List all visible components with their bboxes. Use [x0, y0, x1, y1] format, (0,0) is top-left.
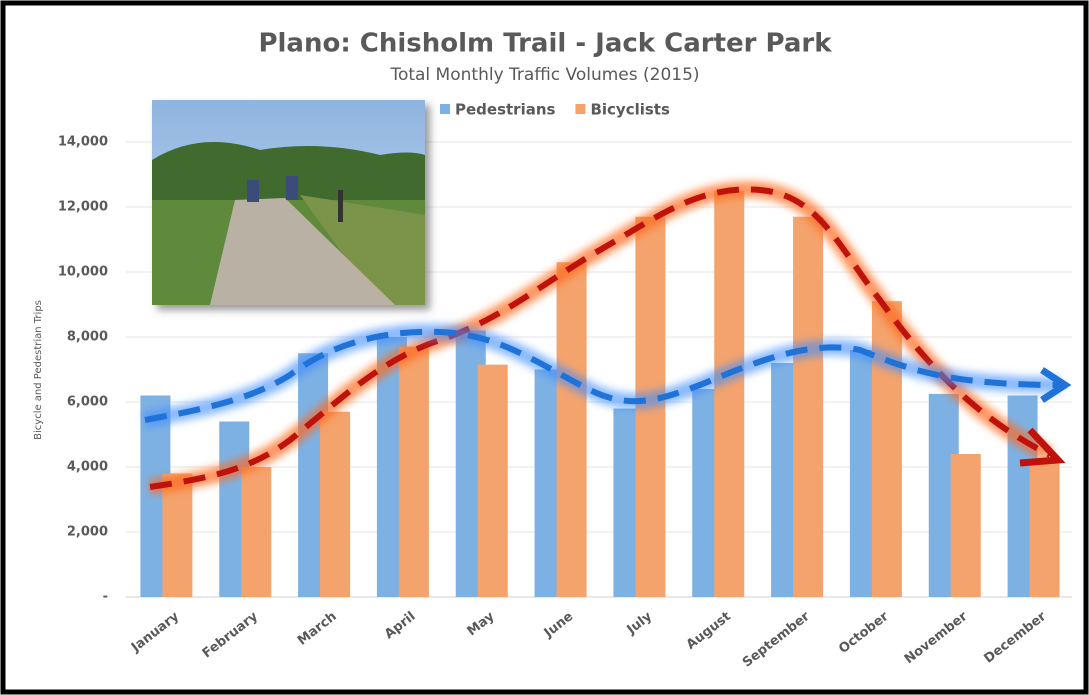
chart-title: Plano: Chisholm Trail - Jack Carter Park: [258, 29, 832, 59]
y-tick-label: 6,000: [67, 395, 108, 410]
y-tick-label: 2,000: [67, 525, 108, 540]
bar: [1029, 460, 1060, 597]
bar: [793, 216, 824, 597]
legend: Pedestrians Bicyclists: [440, 101, 670, 119]
legend-swatch: [575, 104, 586, 114]
bar: [162, 473, 193, 597]
bar: [556, 262, 587, 597]
bar: [241, 467, 272, 597]
trend-arrows: [143, 181, 1072, 495]
bar: [477, 364, 508, 597]
bar: [871, 301, 902, 597]
y-tick-label: 12,000: [58, 200, 108, 215]
bar: [398, 346, 429, 597]
bar: [320, 411, 351, 597]
y-tick-label: 8,000: [67, 330, 108, 345]
legend-label: Pedestrians: [455, 101, 556, 119]
y-axis-label: Bicycle and Pedestrian Trips: [33, 300, 44, 440]
y-tick-label: 10,000: [58, 265, 108, 280]
legend-label: Bicyclists: [590, 101, 670, 119]
y-tick-label: 14,000: [58, 135, 108, 150]
chart-subtitle: Total Monthly Traffic Volumes (2015): [389, 65, 699, 85]
y-tick-label: -: [103, 590, 108, 605]
photo: [152, 100, 425, 305]
bar: [714, 190, 745, 597]
legend-swatch: [440, 104, 450, 114]
y-tick-label: 4,000: [67, 460, 108, 475]
bar: [950, 454, 981, 597]
